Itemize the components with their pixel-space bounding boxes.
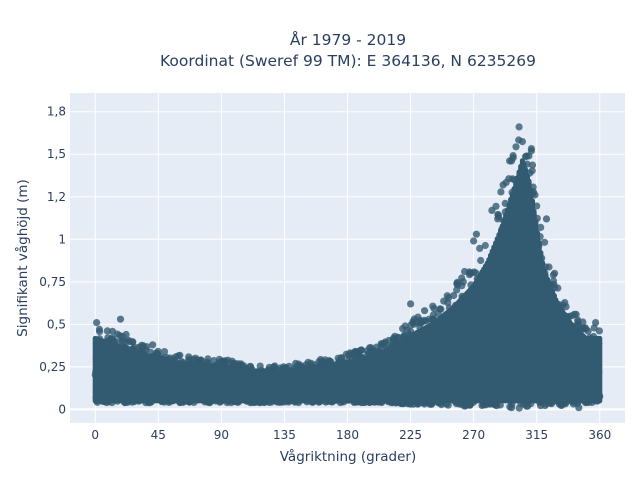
outlier-point (93, 319, 101, 327)
data-point (410, 320, 418, 328)
data-point (522, 402, 531, 410)
y-tick-label: 0 (58, 402, 66, 416)
data-point (389, 335, 397, 343)
y-tick-label: 1,5 (47, 147, 66, 161)
data-point (373, 343, 381, 351)
data-point (224, 356, 232, 364)
data-point (522, 152, 531, 160)
data-point (462, 402, 470, 410)
data-point (494, 211, 502, 219)
x-tick-label: 270 (462, 428, 485, 442)
data-point (318, 357, 327, 365)
data-point (345, 351, 353, 359)
data-point (160, 348, 169, 356)
y-tick-label: 0,25 (39, 360, 66, 374)
x-tick-label: 45 (151, 428, 166, 442)
data-point (574, 318, 582, 326)
data-point (440, 297, 448, 305)
data-point (477, 256, 485, 265)
y-axis-title: Signifikant våghöjd (m) (14, 179, 31, 337)
x-tick-label: 180 (336, 428, 359, 442)
data-point (366, 344, 374, 352)
outlier-point (542, 215, 551, 223)
data-point (334, 354, 342, 362)
x-tick-label: 360 (588, 428, 611, 442)
outlier-point (472, 230, 480, 238)
data-point (270, 363, 278, 371)
chart-title-line1: År 1979 - 2019 (290, 30, 406, 49)
data-point (527, 147, 536, 155)
data-point (582, 325, 590, 333)
outlier-point (95, 325, 103, 333)
data-point (109, 327, 117, 335)
data-point (401, 322, 409, 330)
outlier-point (453, 279, 461, 288)
data-point (215, 355, 223, 363)
scatter-points (91, 123, 604, 412)
data-point (537, 223, 545, 231)
outlier-point (488, 206, 496, 214)
x-tick-label: 315 (525, 428, 548, 442)
data-point (515, 123, 523, 131)
outlier-point (507, 404, 516, 412)
data-point (443, 292, 451, 300)
data-point (357, 346, 366, 354)
x-tick-label: 0 (91, 428, 99, 442)
data-point (430, 305, 438, 313)
data-point (103, 327, 111, 335)
x-axis-ticks: 0 45 90 135 180 225 270 315 360 (91, 428, 611, 442)
x-axis-title: Vågriktning (grader) (280, 448, 417, 465)
data-point (551, 269, 559, 277)
y-tick-label: 0,75 (39, 275, 66, 289)
y-tick-label: 1,8 (47, 105, 66, 119)
data-point (481, 241, 489, 250)
data-point (508, 175, 517, 183)
data-point (497, 188, 505, 196)
outlier-point (575, 404, 583, 412)
x-tick-label: 225 (399, 428, 422, 442)
outlier-point (470, 237, 478, 245)
outlier-point (467, 269, 475, 277)
data-point (512, 143, 520, 151)
data-point (476, 244, 484, 252)
outlier-point (592, 319, 600, 327)
y-tick-label: 1 (58, 232, 66, 246)
data-point (515, 136, 523, 144)
outlier-point (421, 307, 429, 315)
data-point (234, 360, 242, 368)
data-point (417, 319, 425, 327)
data-point (124, 336, 133, 344)
data-point (545, 263, 553, 271)
outlier-point (568, 312, 576, 320)
outlier-point (116, 315, 125, 323)
y-axis-ticks: 0 0,25 0,5 0,75 1 1,2 1,5 1,8 (39, 105, 66, 417)
outlier-point (122, 330, 130, 339)
data-point (450, 291, 458, 300)
outlier-point (149, 341, 157, 349)
y-tick-label: 0,5 (47, 317, 66, 331)
outlier-point (407, 300, 415, 308)
chart-title-line2: Koordinat (Sweref 99 TM): E 364136, N 62… (160, 52, 536, 70)
y-tick-label: 1,2 (47, 190, 66, 204)
data-point (528, 161, 537, 169)
data-point (541, 238, 549, 246)
data-point (595, 327, 604, 335)
outlier-point (507, 157, 516, 165)
data-point (292, 359, 300, 367)
data-point (458, 274, 466, 282)
data-point (304, 358, 312, 366)
outlier-point (499, 181, 507, 189)
x-tick-label: 90 (214, 428, 229, 442)
data-point (437, 305, 445, 313)
x-tick-label: 135 (273, 428, 296, 442)
